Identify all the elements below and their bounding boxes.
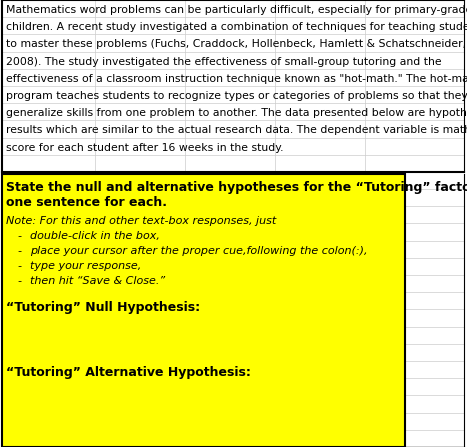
Text: then hit “Save & Close.”: then hit “Save & Close.”	[30, 276, 165, 286]
Text: to master these problems (Fuchs, Craddock, Hollenbeck, Hamlett & Schatschneider,: to master these problems (Fuchs, Craddoc…	[6, 39, 466, 50]
Text: -: -	[18, 231, 22, 241]
Text: type your response,: type your response,	[30, 261, 141, 271]
Text: place your cursor after the proper cue,following the colon(:),: place your cursor after the proper cue,f…	[30, 246, 368, 256]
Text: Mathematics word problems can be particularly difficult, especially for primary-: Mathematics word problems can be particu…	[6, 5, 467, 15]
Text: children. A recent study investigated a combination of techniques for teaching s: children. A recent study investigated a …	[6, 22, 467, 32]
Text: generalize skills from one problem to another. The data presented below are hypo: generalize skills from one problem to an…	[6, 108, 467, 118]
Text: one sentence for each.: one sentence for each.	[6, 196, 167, 209]
Text: State the null and alternative hypotheses for the “Tutoring” factor,: State the null and alternative hypothese…	[6, 181, 467, 194]
Text: score for each student after 16 weeks in the study.: score for each student after 16 weeks in…	[6, 143, 283, 152]
Text: “Tutoring” Null Hypothesis:: “Tutoring” Null Hypothesis:	[6, 301, 200, 314]
Text: -: -	[18, 261, 22, 271]
Text: 2008). The study investigated the effectiveness of small-group tutoring and the: 2008). The study investigated the effect…	[6, 57, 442, 67]
Text: Note: For this and other text-box responses, just: Note: For this and other text-box respon…	[6, 216, 276, 226]
Text: -: -	[18, 246, 22, 256]
Text: effectiveness of a classroom instruction technique known as "hot-math." The hot-: effectiveness of a classroom instruction…	[6, 74, 467, 84]
Text: results which are similar to the actual research data. The dependent variable is: results which are similar to the actual …	[6, 126, 467, 135]
Bar	[2, 174, 405, 447]
Text: -: -	[18, 276, 22, 286]
Text: double-click in the box,: double-click in the box,	[30, 231, 160, 241]
Bar	[405, 174, 464, 447]
Bar	[0, 0, 467, 172]
Text: “Tutoring” Alternative Hypothesis:: “Tutoring” Alternative Hypothesis:	[6, 366, 251, 379]
Text: program teaches students to recognize types or categories of problems so that th: program teaches students to recognize ty…	[6, 91, 467, 101]
